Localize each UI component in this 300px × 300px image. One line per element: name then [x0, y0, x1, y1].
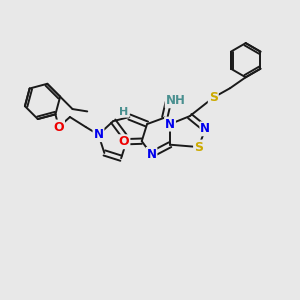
Text: S: S — [194, 141, 203, 154]
Text: H: H — [119, 107, 129, 117]
Text: N: N — [165, 118, 175, 130]
Text: N: N — [94, 128, 103, 141]
Text: N: N — [200, 122, 210, 135]
Text: S: S — [209, 91, 218, 104]
Text: O: O — [119, 135, 129, 148]
Text: N: N — [146, 148, 157, 161]
Text: O: O — [53, 121, 64, 134]
Text: NH: NH — [166, 94, 186, 107]
